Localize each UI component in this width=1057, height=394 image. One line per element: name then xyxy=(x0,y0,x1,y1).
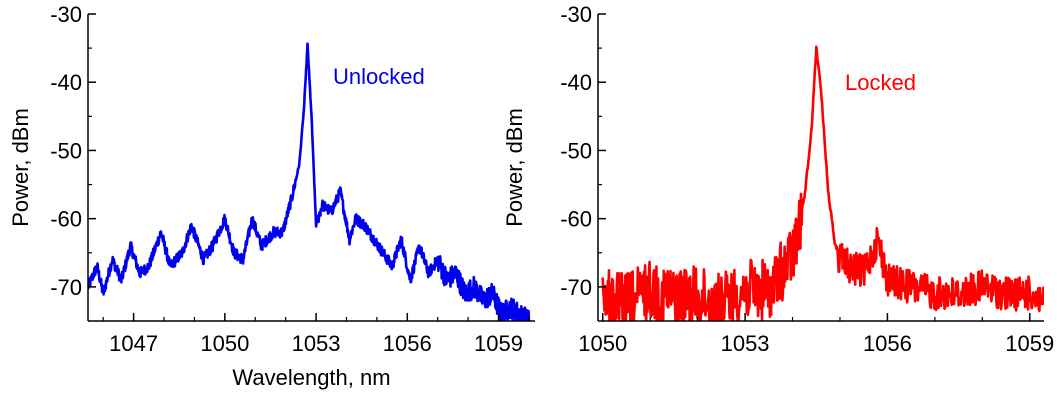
x-tick-label: 1053 xyxy=(721,331,770,356)
y-tick-label: -60 xyxy=(560,207,592,232)
y-tick-label: -70 xyxy=(560,275,592,300)
series-annotation: Unlocked xyxy=(333,64,425,89)
y-tick-label: -30 xyxy=(560,2,592,27)
x-tick-label: 1050 xyxy=(200,331,249,356)
series-line xyxy=(88,42,531,321)
y-tick-label: -40 xyxy=(560,70,592,95)
x-tick-label: 1059 xyxy=(1005,331,1054,356)
y-axis-title: Power, dBm xyxy=(502,108,527,227)
y-tick-label: -40 xyxy=(50,70,82,95)
y-axis-title: Power, dBm xyxy=(8,108,33,227)
y-tick-label: -60 xyxy=(50,207,82,232)
series-line xyxy=(601,45,1044,321)
chart-panel-1: -70 -60 -50 -40 -30 1050 1053 1056 1059 Power, dB… xyxy=(502,2,1054,356)
y-tick-label: -70 xyxy=(50,275,82,300)
x-tick-label: 1059 xyxy=(474,331,523,356)
x-tick-label: 1053 xyxy=(292,331,341,356)
x-tick-label: 1050 xyxy=(578,331,627,356)
x-tick-label: 1047 xyxy=(109,331,158,356)
y-tick-label: -50 xyxy=(50,138,82,163)
y-tick-label: -30 xyxy=(50,2,82,27)
x-tick-label: 1056 xyxy=(863,331,912,356)
x-tick-label: 1056 xyxy=(383,331,432,356)
series-annotation: Locked xyxy=(845,70,916,95)
x-axis-title: Wavelength, nm xyxy=(232,365,390,390)
y-tick-label: -50 xyxy=(560,138,592,163)
chart-panel-0: -70 -60 -50 -40 -30 1047 1050 1053 1056 1059 Power… xyxy=(8,2,535,390)
